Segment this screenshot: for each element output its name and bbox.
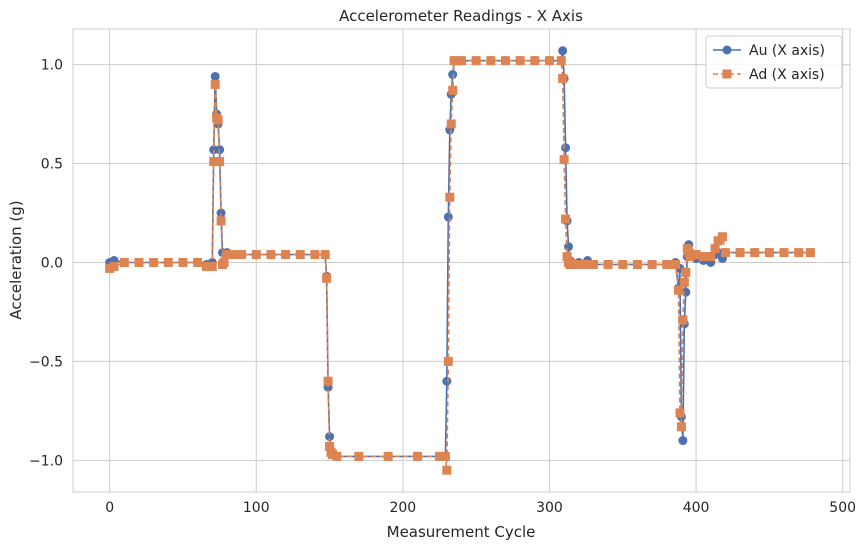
y-tick-label: −1.0 [29,453,63,469]
x-tick-label: 400 [683,500,710,516]
y-tick-label: 1.0 [41,58,63,74]
data-point-square [323,376,333,386]
data-point-square [794,248,804,258]
legend-marker-circle [722,45,732,55]
x-axis-label: Measurement Cycle [387,523,536,541]
chart-title: Accelerometer Readings - X Axis [339,7,583,25]
data-point-square [618,259,628,269]
data-point-square [295,250,305,260]
data-point-square [603,259,613,269]
data-point-square [486,56,496,66]
data-point-square [134,257,144,267]
data-point-square [500,56,510,66]
data-point-square [149,257,159,267]
y-tick-label: −0.5 [29,354,63,370]
data-point-square [706,252,716,262]
data-point-square [229,250,239,260]
data-point-square [679,277,689,287]
legend-item-1: Au (X axis) [713,43,825,59]
x-tick-label: 100 [243,500,270,516]
data-point-square [691,250,701,260]
y-tick-label: 0.5 [41,157,63,173]
x-tick-label: 0 [105,500,114,516]
series-line [109,59,811,471]
legend-box [705,35,843,89]
x-tick-label: 200 [389,500,416,516]
data-point-square [119,257,129,267]
plot-frame [72,28,851,493]
legend-marker-square [722,69,732,79]
data-point-square [222,250,232,260]
data-point-square [332,451,342,461]
data-point-square [698,252,708,262]
x-tick-label: 500 [829,500,856,516]
legend-item-2: Ad (X axis) [713,67,825,83]
data-point-square [310,250,320,260]
data-point-square [676,422,686,432]
data-point-square [413,451,423,461]
data-point-square [216,216,226,226]
legend: Au (X axis) Ad (X axis) [705,35,843,89]
y-tick-label: 0.0 [41,255,63,271]
series-2 [105,56,815,475]
data-point-square [443,356,453,366]
legend-label: Au (X axis) [749,43,825,59]
x-tick-labels: 0 100 200 300 400 500 [105,500,856,516]
x-tick-label: 300 [536,500,563,516]
data-point-square [710,244,720,254]
data-point-square [219,257,229,267]
data-point-square [471,56,481,66]
y-tick-labels: −1.0 −0.5 0.0 0.5 1.0 [29,58,63,470]
data-point-square [558,73,568,83]
data-point-square [675,408,685,418]
legend-label: Ad (X axis) [749,67,825,83]
data-point-square [559,155,569,165]
y-axis-label: Acceleration (g) [7,200,25,319]
data-point-square [210,79,220,89]
series-layer [105,46,815,475]
data-point-square [681,267,691,277]
data-point-square [805,248,815,258]
data-point-square [779,248,789,258]
